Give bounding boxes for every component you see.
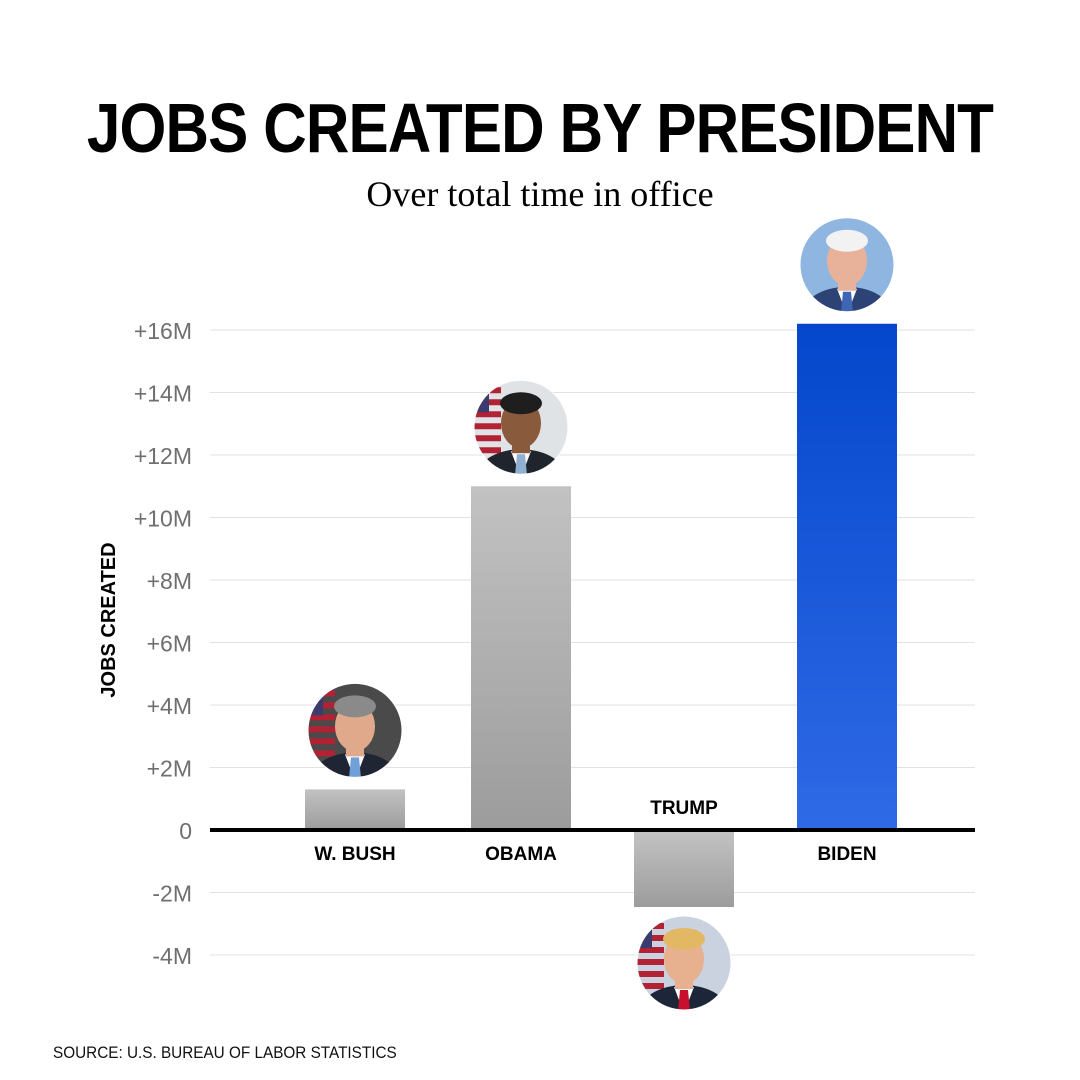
y-tick-label: +14M: [134, 381, 192, 407]
category-label: OBAMA: [485, 844, 557, 865]
chart-title: JOBS CREATED BY PRESIDENT: [86, 89, 994, 167]
bars: [305, 323, 897, 907]
trump-portrait-icon: [636, 915, 732, 1011]
y-tick-label: -2M: [152, 881, 192, 907]
source-note: SOURCE: U.S. BUREAU OF LABOR STATISTICS: [53, 1043, 397, 1062]
y-tick-label: +8M: [147, 568, 192, 594]
bar-obama: [471, 486, 571, 830]
category-label: TRUMP: [650, 798, 718, 819]
bar-trump: [634, 832, 734, 907]
chart-subtitle: Over total time in office: [366, 174, 714, 214]
category-label: W. BUSH: [314, 844, 395, 865]
y-tick-label: 0: [179, 818, 192, 844]
y-tick-label: +10M: [134, 506, 192, 532]
bar-w-bush: [305, 789, 405, 830]
y-tick-label: +12M: [134, 443, 192, 469]
obama-portrait-icon: [473, 379, 569, 475]
y-tick-label: -4M: [152, 943, 192, 969]
y-tick-label: +6M: [147, 631, 192, 657]
y-tick-label: +2M: [147, 756, 192, 782]
bar-biden: [797, 323, 897, 830]
bush-portrait-icon: [307, 682, 403, 778]
y-tick-label: +16M: [134, 318, 192, 344]
y-axis-ticks: +16M +14M +12M +10M +8M +6M +4M +2M 0 -2M -4M: [134, 318, 192, 969]
biden-portrait-icon: [799, 217, 895, 313]
y-axis-label: JOBS CREATED: [98, 542, 120, 697]
portraits: [307, 217, 895, 1011]
category-label: BIDEN: [817, 844, 876, 865]
category-labels: W. BUSH OBAMA TRUMP BIDEN: [314, 798, 876, 865]
y-tick-label: +4M: [147, 693, 192, 719]
